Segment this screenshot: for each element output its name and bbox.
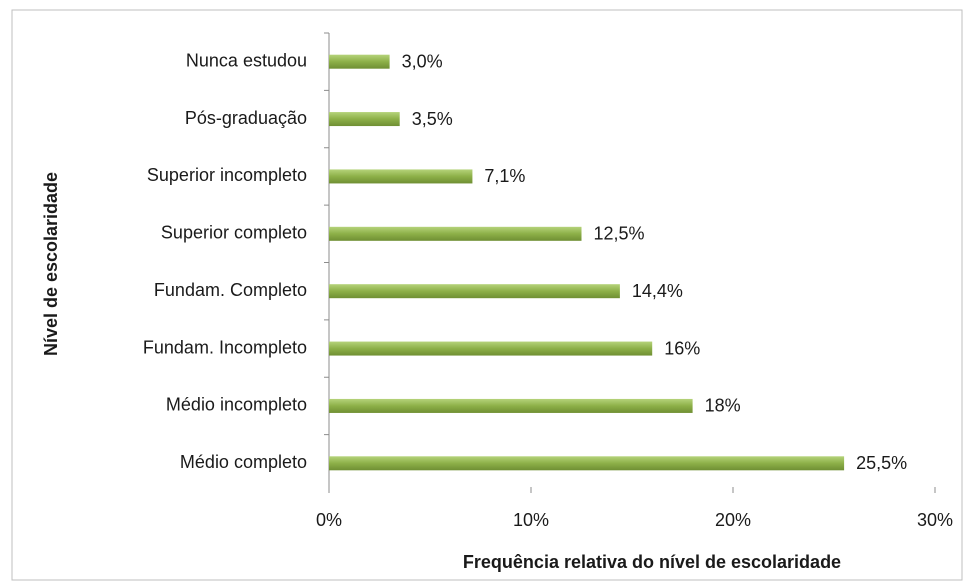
y-tick-label: Fundam. Incompleto xyxy=(143,337,307,357)
y-tick-label: Pós-graduação xyxy=(185,108,307,128)
y-axis-title: Nível de escolaridade xyxy=(41,172,61,356)
value-label: 18% xyxy=(705,396,741,416)
y-tick-label: Médio completo xyxy=(180,452,307,472)
value-label: 12,5% xyxy=(594,224,645,244)
x-axis-title: Frequência relativa do nível de escolari… xyxy=(463,552,841,572)
value-label: 3,0% xyxy=(402,51,443,71)
y-tick-label: Médio incompleto xyxy=(166,395,307,415)
bar xyxy=(329,284,620,299)
value-label: 16% xyxy=(664,338,700,358)
bar xyxy=(329,169,473,184)
value-label: 25,5% xyxy=(856,453,907,473)
y-tick-label: Nunca estudou xyxy=(186,50,307,70)
y-tick-label: Superior completo xyxy=(161,223,307,243)
x-tick-label: 30% xyxy=(917,510,953,530)
bar xyxy=(329,456,845,471)
value-label: 14,4% xyxy=(632,281,683,301)
y-tick-label: Superior incompleto xyxy=(147,165,307,185)
bar xyxy=(329,341,653,356)
x-tick-label: 20% xyxy=(715,510,751,530)
value-label: 3,5% xyxy=(412,109,453,129)
x-tick-label: 10% xyxy=(513,510,549,530)
bar xyxy=(329,112,400,127)
x-tick-label: 0% xyxy=(316,510,342,530)
value-label: 7,1% xyxy=(484,166,525,186)
bar xyxy=(329,398,693,413)
bar xyxy=(329,54,390,69)
y-tick-label: Fundam. Completo xyxy=(154,280,307,300)
bar xyxy=(329,226,582,241)
